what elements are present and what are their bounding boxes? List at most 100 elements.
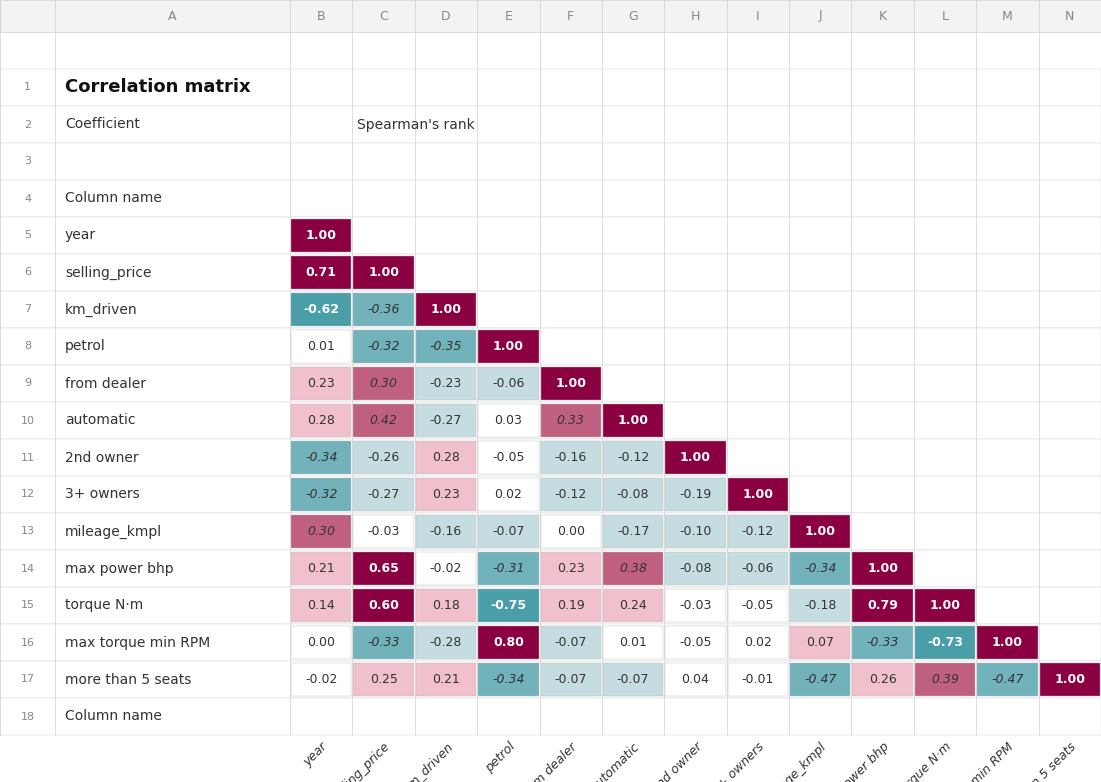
Text: 17: 17 [21, 675, 34, 684]
Bar [291, 330, 351, 363]
Text: -0.05: -0.05 [679, 636, 711, 649]
Bar [478, 441, 538, 474]
Bar [728, 589, 788, 622]
Bar [478, 589, 538, 622]
Text: max power bhp: max power bhp [814, 740, 892, 782]
Bar [291, 515, 351, 547]
Bar [603, 552, 663, 585]
Bar [416, 515, 476, 547]
Bar [291, 404, 351, 437]
Text: -0.35: -0.35 [429, 340, 462, 353]
Bar [728, 626, 788, 658]
Bar [353, 441, 414, 474]
Bar [852, 552, 913, 585]
Text: 13: 13 [21, 526, 34, 536]
Text: 3: 3 [24, 156, 31, 167]
Text: 0.23: 0.23 [557, 562, 585, 575]
Text: -0.17: -0.17 [617, 525, 650, 538]
Text: -0.27: -0.27 [429, 414, 462, 427]
Bar [0, 328, 1101, 365]
Text: torque N·m: torque N·m [895, 740, 955, 782]
Text: -0.07: -0.07 [555, 673, 587, 686]
Text: -0.06: -0.06 [492, 377, 524, 390]
Text: 18: 18 [21, 712, 34, 722]
Bar [416, 330, 476, 363]
Bar [0, 106, 1101, 143]
Text: 0.25: 0.25 [370, 673, 397, 686]
Text: -0.16: -0.16 [429, 525, 462, 538]
Bar [0, 291, 1101, 328]
Text: K: K [879, 9, 886, 23]
Text: 0.01: 0.01 [619, 636, 647, 649]
Bar [791, 515, 850, 547]
Text: -0.23: -0.23 [429, 377, 462, 390]
Bar [353, 404, 414, 437]
Text: -0.08: -0.08 [617, 488, 650, 501]
Bar [416, 441, 476, 474]
Text: -0.73: -0.73 [927, 636, 963, 649]
Bar [478, 330, 538, 363]
Text: petrol: petrol [482, 740, 517, 775]
Bar [852, 626, 913, 658]
Bar [291, 441, 351, 474]
Bar [291, 626, 351, 658]
Bar [728, 552, 788, 585]
Text: -0.26: -0.26 [368, 451, 400, 464]
Bar [0, 217, 1101, 254]
Text: -0.08: -0.08 [679, 562, 711, 575]
Bar [852, 589, 913, 622]
Text: -0.18: -0.18 [804, 599, 837, 612]
Text: Column name: Column name [65, 192, 162, 206]
Text: 0.23: 0.23 [432, 488, 460, 501]
Bar [603, 479, 663, 511]
Text: -0.02: -0.02 [305, 673, 337, 686]
Text: max torque min RPM: max torque min RPM [65, 636, 210, 650]
Bar [0, 587, 1101, 624]
Bar [665, 663, 726, 696]
Bar [291, 256, 351, 289]
Text: 0.80: 0.80 [493, 636, 524, 649]
Text: -0.32: -0.32 [305, 488, 337, 501]
Text: -0.34: -0.34 [305, 451, 337, 464]
Text: 0.71: 0.71 [306, 266, 337, 279]
Text: 3+ owners: 3+ owners [65, 487, 140, 501]
Text: -0.32: -0.32 [368, 340, 400, 353]
Bar [0, 365, 1101, 402]
Text: -0.19: -0.19 [679, 488, 711, 501]
Bar [416, 589, 476, 622]
Text: 0.26: 0.26 [869, 673, 896, 686]
Text: more than 5 seats: more than 5 seats [65, 673, 192, 687]
Bar [665, 441, 726, 474]
Bar [665, 515, 726, 547]
Text: M: M [1002, 9, 1013, 23]
Text: 1.00: 1.00 [430, 303, 461, 316]
Text: Correlation matrix: Correlation matrix [65, 78, 251, 96]
Text: -0.03: -0.03 [679, 599, 711, 612]
Text: more than 5 seats: more than 5 seats [989, 740, 1079, 782]
Bar [478, 368, 538, 400]
Text: automatic: automatic [65, 414, 135, 428]
Bar [353, 368, 414, 400]
Bar [665, 479, 726, 511]
Text: 1.00: 1.00 [992, 636, 1023, 649]
Bar [353, 626, 414, 658]
Text: L: L [941, 9, 949, 23]
Text: from dealer: from dealer [520, 740, 580, 782]
Bar [603, 663, 663, 696]
Bar [915, 589, 975, 622]
Bar [416, 404, 476, 437]
Text: Spearman's rank: Spearman's rank [358, 117, 476, 131]
Text: 0.28: 0.28 [432, 451, 460, 464]
Text: E: E [504, 9, 512, 23]
Bar [978, 626, 1037, 658]
Text: -0.06: -0.06 [742, 562, 774, 575]
Bar [0, 69, 1101, 106]
Bar [291, 663, 351, 696]
Text: selling_price: selling_price [328, 740, 393, 782]
Text: -0.33: -0.33 [866, 636, 898, 649]
Text: 0.30: 0.30 [307, 525, 335, 538]
Bar [852, 663, 913, 696]
Bar [0, 661, 1101, 698]
Text: 1.00: 1.00 [868, 562, 898, 575]
Bar [728, 515, 788, 547]
